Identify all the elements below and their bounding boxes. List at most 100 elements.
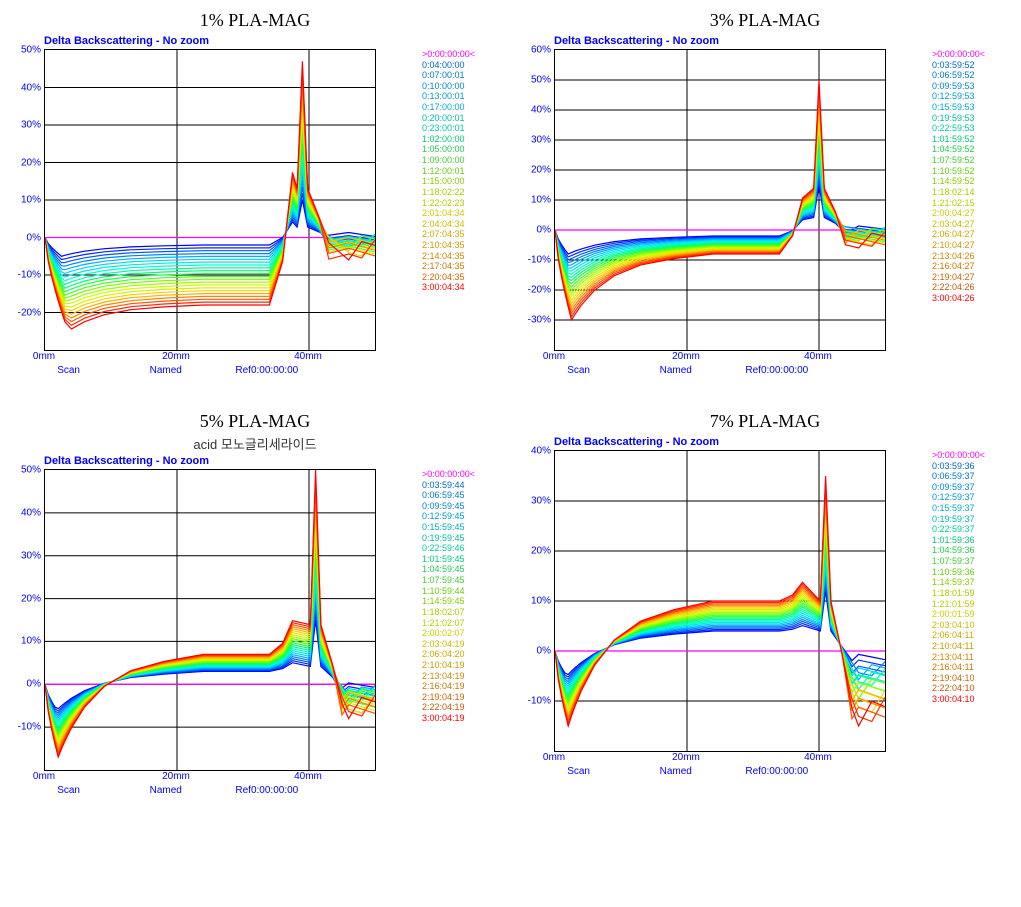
legend-item: 0:20:00:01: [422, 113, 500, 124]
y-tick-label: 50%: [531, 75, 551, 86]
legend-item: 1:14:59:52: [932, 176, 1010, 187]
legend-item: 1:14:59:37: [932, 577, 1010, 588]
legend-item: 1:02:00:00: [422, 134, 500, 145]
x-tick-label: 20mm: [672, 752, 700, 763]
legend-item: 0:07:00:01: [422, 70, 500, 81]
x-footer-label: Scan: [57, 785, 80, 796]
y-tick-label: -10%: [528, 696, 551, 707]
legend-item: 1:10:59:36: [932, 567, 1010, 578]
y-tick-label: 10%: [21, 195, 41, 206]
legend-item: 3:00:04:19: [422, 713, 500, 724]
x-footer-label: Ref0:00:00:00: [235, 785, 298, 796]
series-curve: [555, 520, 885, 706]
legend-item: >0:00:00:00<: [422, 469, 500, 480]
series-curve: [45, 127, 375, 295]
series-curve: [45, 94, 375, 310]
legend-item: 2:06:04:11: [932, 630, 1010, 641]
x-footer-label: Ref0:00:00:00: [745, 365, 808, 376]
series-curve: [555, 498, 885, 716]
y-tick-label: 10%: [531, 195, 551, 206]
y-tick-label: -10%: [528, 255, 551, 266]
legend-item: 2:00:01:59: [932, 609, 1010, 620]
panel-title: 3% PLA-MAG: [520, 10, 1010, 31]
legend-item: 2:01:04:34: [422, 208, 500, 219]
chart-inner-title: Delta Backscattering - No zoom: [554, 35, 928, 47]
legend-item: 2:10:04:35: [422, 240, 500, 251]
panel-title: 5% PLA-MAG: [10, 411, 500, 432]
y-tick-label: -20%: [528, 285, 551, 296]
legend-item: 1:01:59:52: [932, 134, 1010, 145]
y-tick-label: 0%: [537, 225, 551, 236]
legend-item: 0:10:00:00: [422, 81, 500, 92]
legend-item: 2:13:04:11: [932, 652, 1010, 663]
y-tick-label: 30%: [531, 496, 551, 507]
legend-item: 3:00:04:34: [422, 282, 500, 293]
legend-item: 2:16:04:27: [932, 261, 1010, 272]
series-curve: [45, 147, 375, 284]
legend-item: 1:10:59:52: [932, 166, 1010, 177]
series-curve: [45, 541, 375, 733]
series-curve: [45, 484, 375, 752]
series-curve: [555, 536, 885, 698]
x-tick-label: 20mm: [162, 771, 190, 782]
legend-item: 2:19:04:27: [932, 272, 1010, 283]
chart-inner-title: Delta Backscattering - No zoom: [44, 35, 418, 47]
chart-panel: 3% PLA-MAG Delta Backscattering - No zoom…: [520, 10, 1010, 381]
y-tick-label: 50%: [21, 465, 41, 476]
legend-item: 1:09:00:00: [422, 155, 500, 166]
y-tick-label: 10%: [531, 596, 551, 607]
legend-item: 1:21:02:07: [422, 618, 500, 629]
y-tick-label: 0%: [27, 232, 41, 243]
x-tick-label: 40mm: [804, 752, 832, 763]
legend-item: 0:15:59:37: [932, 503, 1010, 514]
legend-item: 2:03:04:27: [932, 219, 1010, 230]
legend-item: 0:19:59:45: [422, 533, 500, 544]
plot-area: -10%0%10%20%30%40%: [554, 450, 886, 752]
y-tick-label: 20%: [531, 546, 551, 557]
legend-item: 2:20:04:35: [422, 272, 500, 283]
legend-item: 0:06:59:52: [932, 70, 1010, 81]
legend: >0:00:00:00<0:03:59:520:06:59:520:09:59:…: [928, 35, 1010, 381]
series-curve: [45, 534, 375, 736]
series-curve: [555, 85, 885, 317]
series-curve: [555, 531, 885, 701]
legend-item: 0:06:59:45: [422, 490, 500, 501]
legend-item: 2:03:04:19: [422, 639, 500, 650]
chart-svg: [45, 50, 375, 350]
series-curve: [45, 506, 375, 746]
legend-item: 2:16:04:11: [932, 662, 1010, 673]
legend-item: 2:10:04:11: [932, 641, 1010, 652]
legend-item: 1:21:01:59: [932, 599, 1010, 610]
y-tick-label: 40%: [531, 446, 551, 457]
y-tick-label: 50%: [21, 45, 41, 56]
legend-item: 3:00:04:10: [932, 694, 1010, 705]
legend-item: 2:00:04:27: [932, 208, 1010, 219]
legend-item: 1:01:59:45: [422, 554, 500, 565]
y-tick-label: 40%: [21, 82, 41, 93]
y-tick-label: 0%: [27, 679, 41, 690]
legend-item: 2:22:04:26: [932, 282, 1010, 293]
chart-inner-title: Delta Backscattering - No zoom: [554, 436, 928, 448]
x-tick-label: 0mm: [33, 351, 55, 362]
series-curve: [45, 513, 375, 743]
panel-subtitle: acid 모노글리세라이드: [10, 434, 500, 453]
plot-area: -20%-10%0%10%20%30%40%50%: [44, 49, 376, 351]
series-curve: [555, 95, 885, 310]
y-tick-label: 10%: [21, 636, 41, 647]
legend-item: 1:04:59:52: [932, 144, 1010, 155]
x-footer-label: Ref0:00:00:00: [745, 766, 808, 777]
series-curve: [555, 509, 885, 711]
legend-item: 3:00:04:26: [932, 293, 1010, 304]
legend-item: 1:18:02:22: [422, 187, 500, 198]
legend-item: 1:07:59:52: [932, 155, 1010, 166]
legend-item: 1:01:59:36: [932, 535, 1010, 546]
y-tick-label: 60%: [531, 45, 551, 56]
legend-item: 2:07:04:35: [422, 229, 500, 240]
x-footer-label: Scan: [567, 365, 590, 376]
legend-item: 0:04:00:00: [422, 60, 500, 71]
series-curve: [45, 88, 375, 315]
series-curve: [555, 140, 885, 281]
x-footer-label: Named: [660, 766, 692, 777]
series-curve: [555, 503, 885, 713]
legend-item: 0:09:59:53: [932, 81, 1010, 92]
